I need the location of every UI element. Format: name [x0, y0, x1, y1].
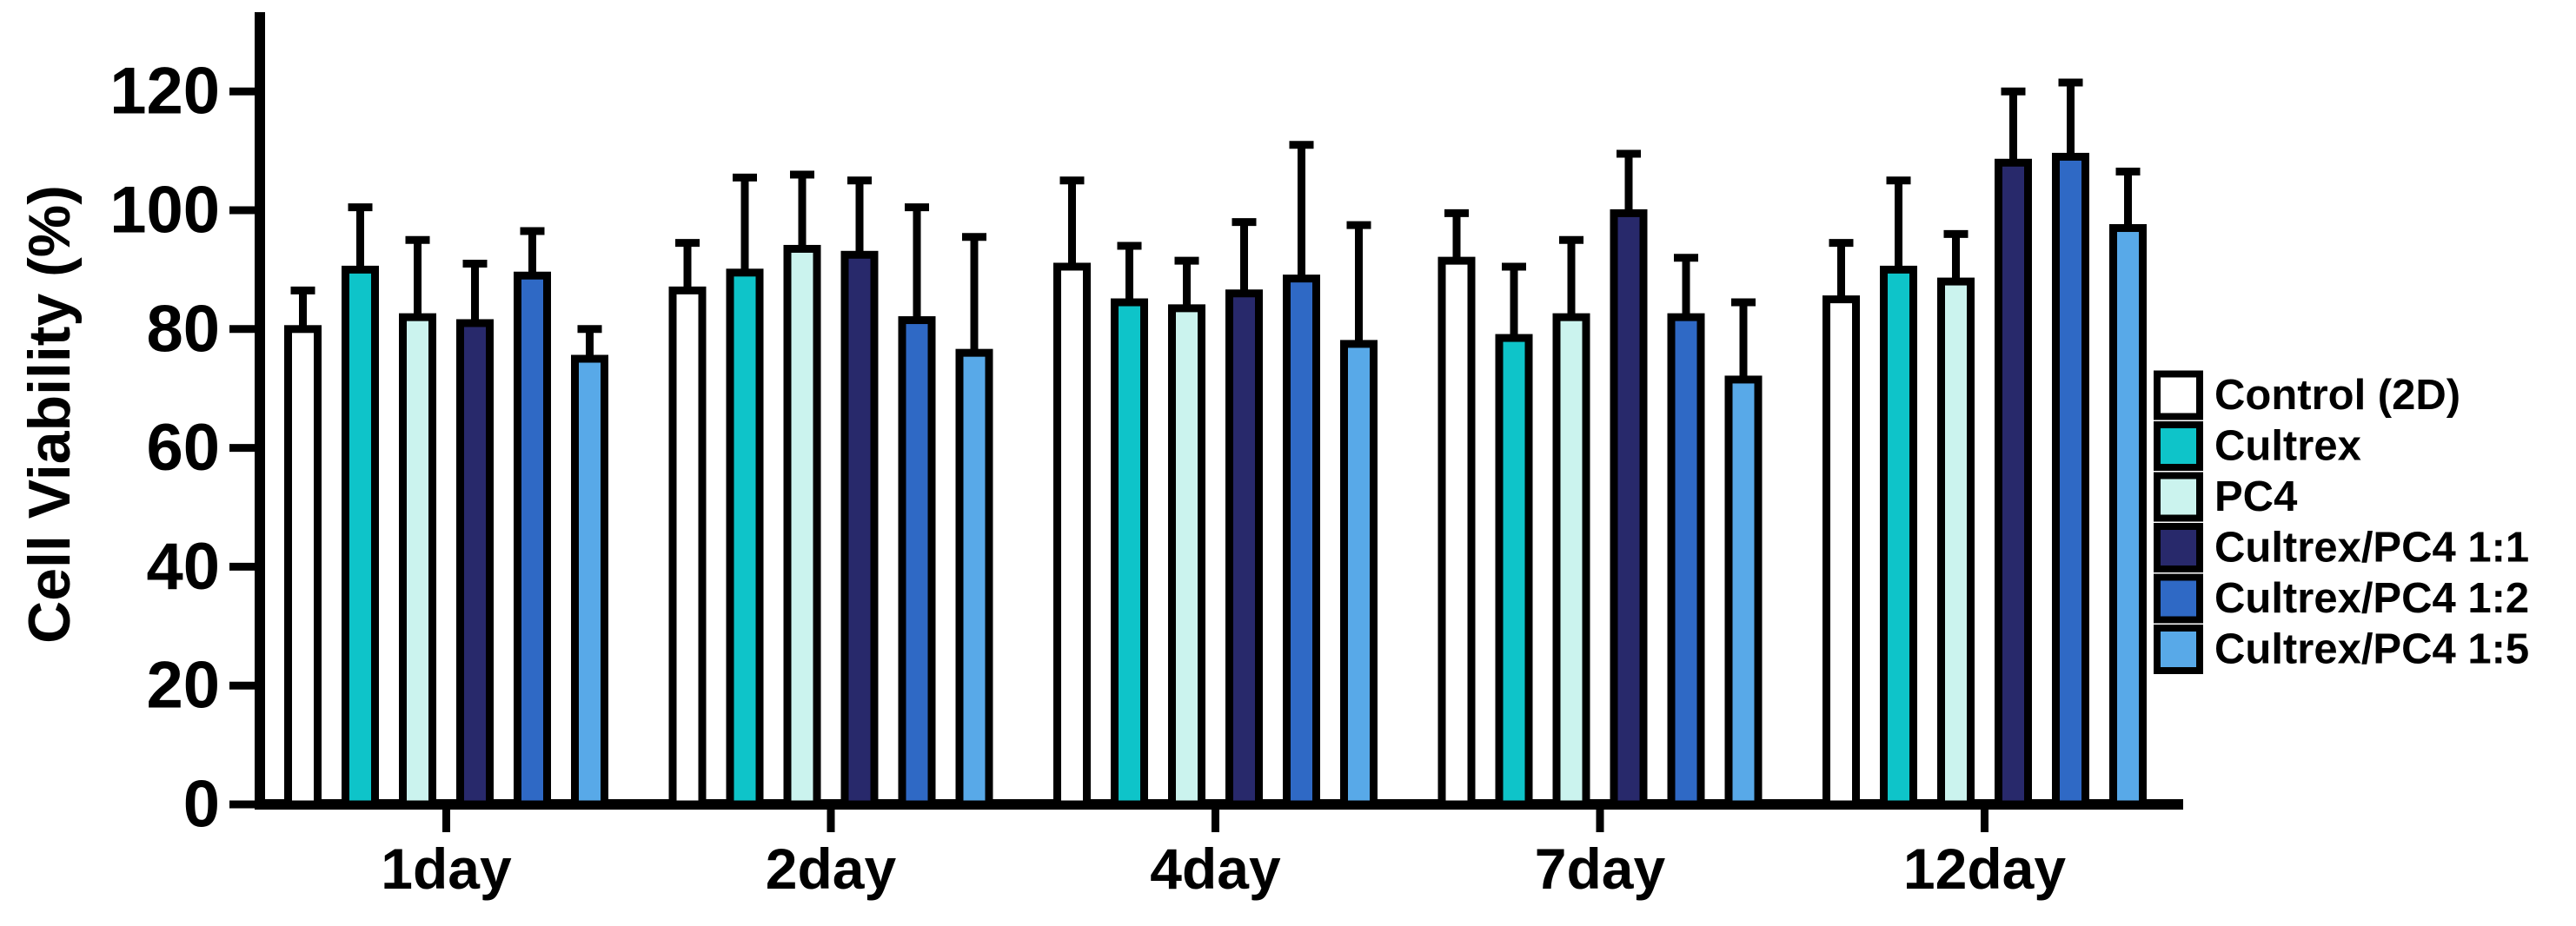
- bar: [1667, 313, 1705, 809]
- bar: [1610, 208, 1648, 809]
- bar-group: [1053, 141, 1378, 809]
- legend-label: Control (2D): [2214, 372, 2460, 419]
- bar: [1724, 375, 1763, 809]
- bar: [1053, 262, 1091, 809]
- bar: [2109, 224, 2147, 809]
- bar: [1880, 265, 1917, 809]
- bar-group: [1822, 78, 2147, 809]
- bar: [1225, 289, 1263, 809]
- x-axis-label: 2day: [766, 837, 897, 901]
- bar: [1340, 340, 1378, 809]
- y-tick-label: 20: [146, 649, 220, 723]
- y-tick-label: 100: [110, 174, 220, 248]
- bar: [284, 325, 322, 809]
- bar: [1552, 313, 1590, 809]
- bar: [1111, 298, 1148, 809]
- bar: [456, 319, 494, 809]
- y-axis-title: Cell Viability (%): [17, 185, 83, 644]
- legend-swatch: [2154, 573, 2203, 624]
- y-tick-label: 40: [146, 530, 220, 604]
- legend-label: Cultrex/PC4 1:2: [2214, 575, 2529, 622]
- bar: [898, 316, 936, 809]
- y-tick-label: 0: [183, 768, 220, 842]
- bar: [955, 348, 993, 809]
- bar: [1995, 158, 2032, 809]
- legend-label: Cultrex/PC4 1:1: [2214, 525, 2529, 572]
- x-axis-label: 7day: [1535, 837, 1666, 901]
- bar-group: [284, 203, 608, 809]
- bar: [1168, 304, 1205, 809]
- bar: [514, 271, 551, 809]
- bar: [1822, 295, 1860, 809]
- legend-swatch: [2154, 523, 2203, 572]
- x-axis-label: 4day: [1150, 837, 1281, 901]
- legend-label: Cultrex/PC4 1:5: [2214, 626, 2529, 673]
- bar: [726, 268, 764, 809]
- y-tick-label: 120: [110, 55, 220, 129]
- bar: [399, 313, 436, 809]
- legend-swatch: [2154, 472, 2203, 522]
- legend-swatch: [2154, 625, 2203, 674]
- bar: [1495, 334, 1533, 809]
- bar: [1283, 274, 1320, 809]
- bar: [840, 250, 879, 809]
- legend-label: PC4: [2214, 473, 2297, 520]
- legend-swatch: [2154, 421, 2203, 471]
- bar-group: [668, 170, 993, 809]
- x-axis-label: 1day: [381, 837, 512, 901]
- bar: [1937, 277, 1975, 809]
- bar: [2052, 152, 2089, 809]
- bar: [571, 354, 608, 809]
- legend-label: Cultrex: [2214, 423, 2361, 470]
- bar: [342, 265, 379, 809]
- y-tick-label: 80: [146, 292, 220, 366]
- y-tick-label: 60: [146, 411, 220, 485]
- legend-swatch: [2154, 370, 2203, 420]
- x-axis-label: 12day: [1903, 837, 2066, 901]
- bar: [783, 244, 821, 809]
- bar-group: [1437, 149, 1763, 809]
- bar: [1437, 256, 1476, 809]
- bar: [668, 286, 707, 809]
